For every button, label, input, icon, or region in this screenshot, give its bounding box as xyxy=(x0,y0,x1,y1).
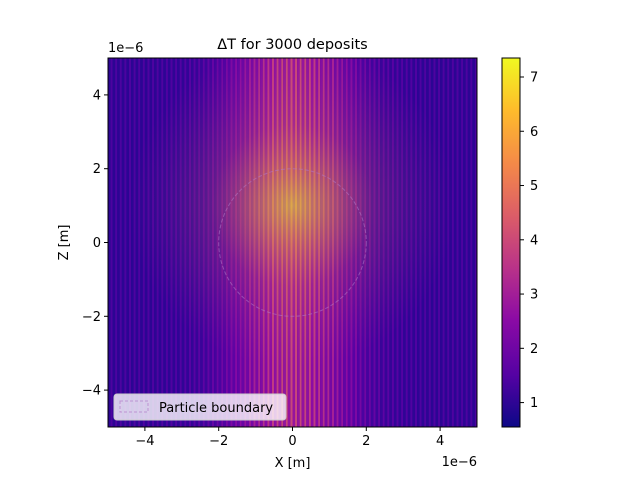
colorbar-tick-label: 5 xyxy=(530,179,538,194)
x-axis-ticks: −4 −2 0 2 4 xyxy=(135,427,444,449)
colorbar-gradient xyxy=(502,58,520,427)
y-tick-label: −2 xyxy=(82,310,101,325)
colorbar-tick-label: 3 xyxy=(530,288,538,303)
y-tick-label: 4 xyxy=(93,88,101,103)
x-axis-label: X [m] xyxy=(275,456,311,471)
particle-boundary-circle xyxy=(218,168,367,317)
colorbar-tick-label: 7 xyxy=(530,70,538,85)
x-tick-label: −4 xyxy=(135,434,154,449)
y-scale-label: 1e−6 xyxy=(108,41,143,56)
x-tick-label: −2 xyxy=(209,434,228,449)
legend-box xyxy=(113,393,287,421)
chart-title: ΔT for 3000 deposits xyxy=(217,37,367,53)
x-scale-label: 1e−6 xyxy=(442,455,477,470)
heatmap-hotspot xyxy=(108,58,477,427)
x-tick-label: 0 xyxy=(288,434,296,449)
y-axis-ticks: −4 −2 0 2 4 xyxy=(82,88,108,399)
colorbar-tick-label: 4 xyxy=(530,233,538,248)
x-tick-label: 2 xyxy=(362,434,370,449)
y-tick-label: −4 xyxy=(82,384,101,399)
x-tick-label: 4 xyxy=(436,434,444,449)
legend: Particle boundary xyxy=(113,393,287,421)
y-axis-label: Z [m] xyxy=(57,225,72,261)
colorbar-tick-label: 1 xyxy=(530,396,538,411)
legend-swatch xyxy=(119,400,149,413)
colorbar-tick-label: 6 xyxy=(530,125,538,140)
colorbar-frame xyxy=(501,57,521,428)
legend-label: Particle boundary xyxy=(159,401,273,416)
y-tick-label: 2 xyxy=(93,162,101,177)
colorbar: 1 2 3 4 5 6 7 xyxy=(501,57,538,428)
colorbar-tick-label: 2 xyxy=(530,342,538,357)
y-tick-label: 0 xyxy=(93,236,101,251)
plot-area xyxy=(107,57,478,428)
colorbar-ticks: 1 2 3 4 5 6 7 xyxy=(520,70,538,411)
heatmap-glow xyxy=(108,58,477,427)
